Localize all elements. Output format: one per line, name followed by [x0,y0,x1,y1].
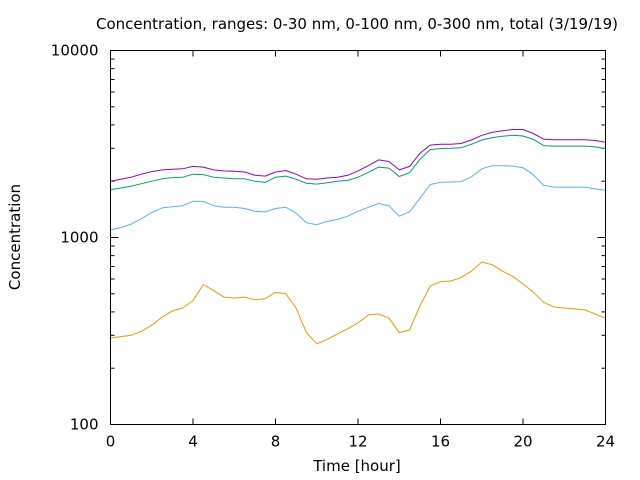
x-tick-label: 4 [188,433,198,451]
y-axis-label: Concentration [6,184,24,290]
series-layer [110,129,606,345]
series-line-3 [110,134,606,191]
series-line-1 [110,261,606,345]
plot-frame [110,50,606,425]
y-tick-label: 10000 [51,42,99,60]
x-tick-label: 12 [348,433,367,451]
axis-ticks: 0 4 8 12 16 20 24 100 1000 10000 [51,42,615,451]
y-tick-label: 1000 [60,229,98,247]
series-line-4 [110,129,606,182]
x-tick-label: 20 [513,433,532,451]
x-axis-label: Time [hour] [312,457,401,475]
chart-title: Concentration, ranges: 0-30 nm, 0-100 nm… [96,15,618,33]
x-tick-label: 24 [596,433,615,451]
y-tick-label: 100 [70,416,99,434]
x-tick-label: 0 [106,433,116,451]
x-tick-label: 16 [431,433,450,451]
series-line-2 [110,165,606,231]
x-tick-label: 8 [271,433,281,451]
